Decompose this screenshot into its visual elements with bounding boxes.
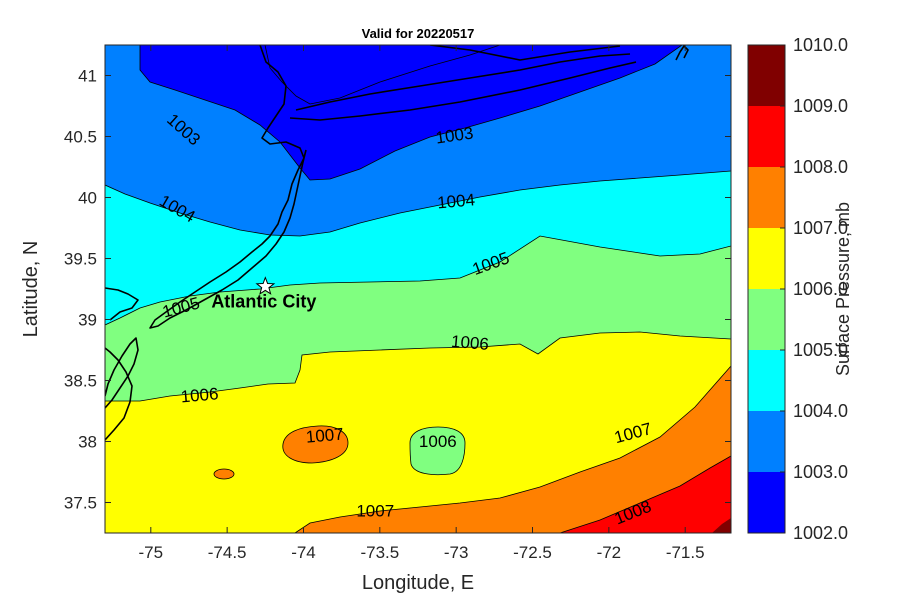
x-tick-label: -73.5	[360, 543, 399, 562]
colorbar-tick-label: 1005.0	[793, 340, 848, 360]
x-tick-label: -74	[291, 543, 316, 562]
contour-line-1005	[105, 235, 731, 326]
contour-line-1007	[294, 365, 731, 533]
contour-label: 1006	[450, 332, 489, 354]
plot-frame	[104, 44, 732, 534]
chart-title: Valid for 20220517	[362, 26, 475, 41]
y-tick-label: 40	[78, 189, 97, 208]
star-icon	[255, 276, 276, 295]
blob-1007-high	[282, 425, 349, 464]
x-tick-label: -71.5	[666, 543, 705, 562]
colorbar-tick-label: 1010.0	[793, 35, 848, 55]
contour-line-1002-inner	[264, 45, 501, 105]
colorbar-segment	[748, 289, 785, 350]
y-tick-label: 40.5	[64, 128, 97, 147]
colorbar-tick-label: 1002.0	[793, 523, 848, 543]
contour-lines	[105, 45, 731, 533]
blob-1007-small	[213, 468, 235, 480]
city-marker: Atlantic City	[211, 276, 316, 312]
colorbar-segment	[748, 45, 785, 106]
y-tick-label: 38	[78, 433, 97, 452]
coastline-nj	[149, 45, 307, 329]
x-axis-label: Longitude, E	[362, 572, 474, 594]
contour-label: 1006	[180, 384, 219, 406]
contour-line-1006	[105, 331, 731, 402]
colorbar-tick-label: 1009.0	[793, 96, 848, 116]
colorbar-segment	[748, 228, 785, 289]
band-1007-1008	[295, 366, 731, 533]
blob-1006-low	[409, 426, 466, 476]
colorbar-ticks: 1002.0 1003.0 1004.0 1005.0 1006.0 1007.0 1008…	[780, 35, 848, 543]
colorbar-tick-label: 1003.0	[793, 462, 848, 482]
colorbar-segment	[748, 411, 785, 472]
x-tick-label: -75	[139, 543, 164, 562]
band-1002-1003	[140, 45, 682, 180]
x-tick-label: -72	[597, 543, 622, 562]
y-tick-label: 37.5	[64, 494, 97, 513]
coastline-chesapeake	[105, 347, 133, 441]
coastline-li-north	[295, 53, 631, 111]
y-axis-label: Latitude, N	[20, 241, 42, 338]
colorbar-segment	[748, 472, 785, 533]
y-tick-label: 39.5	[64, 250, 97, 269]
coastline-delmarva	[105, 337, 139, 409]
contour-label: 1007	[305, 424, 344, 446]
colorbar-segment	[748, 167, 785, 228]
x-axis: -75 -74.5 -74 -73.5 -73 -72.5 -72 -71.5	[139, 45, 705, 562]
coastline	[105, 45, 689, 441]
colorbar	[747, 44, 786, 534]
x-tick-label: -74.5	[208, 543, 247, 562]
coastline-li-south	[289, 61, 637, 121]
coastline-de-bay	[105, 287, 139, 321]
contour-line-1003	[139, 45, 683, 181]
colorbar-tick-label: 1006.0	[793, 279, 848, 299]
contour-label: 1006	[419, 432, 457, 451]
city-label: Atlantic City	[211, 292, 316, 312]
colorbar-segment	[748, 106, 785, 167]
colorbar-label: Surface Pressure, mb	[833, 202, 853, 376]
colorbar-segment	[748, 350, 785, 411]
y-tick-label: 41	[78, 67, 97, 86]
y-axis: 37.5 38 38.5 39 39.5 40 40.5 41	[64, 67, 731, 513]
band-1009-1010	[712, 518, 731, 533]
coastline-ri	[675, 45, 689, 61]
x-tick-label: -73	[444, 543, 469, 562]
contour-line-1004	[105, 170, 731, 237]
colorbar-tick-label: 1004.0	[793, 401, 848, 421]
contour-label: 1007	[356, 502, 394, 521]
y-tick-label: 38.5	[64, 372, 97, 391]
x-tick-label: -72.5	[513, 543, 552, 562]
band-1008-1009	[560, 456, 731, 533]
colorbar-tick-label: 1007.0	[793, 218, 848, 238]
y-tick-label: 39	[78, 311, 97, 330]
contour-line-1008	[559, 455, 731, 533]
contour-label: 1004	[436, 190, 475, 212]
colorbar-tick-label: 1008.0	[793, 157, 848, 177]
